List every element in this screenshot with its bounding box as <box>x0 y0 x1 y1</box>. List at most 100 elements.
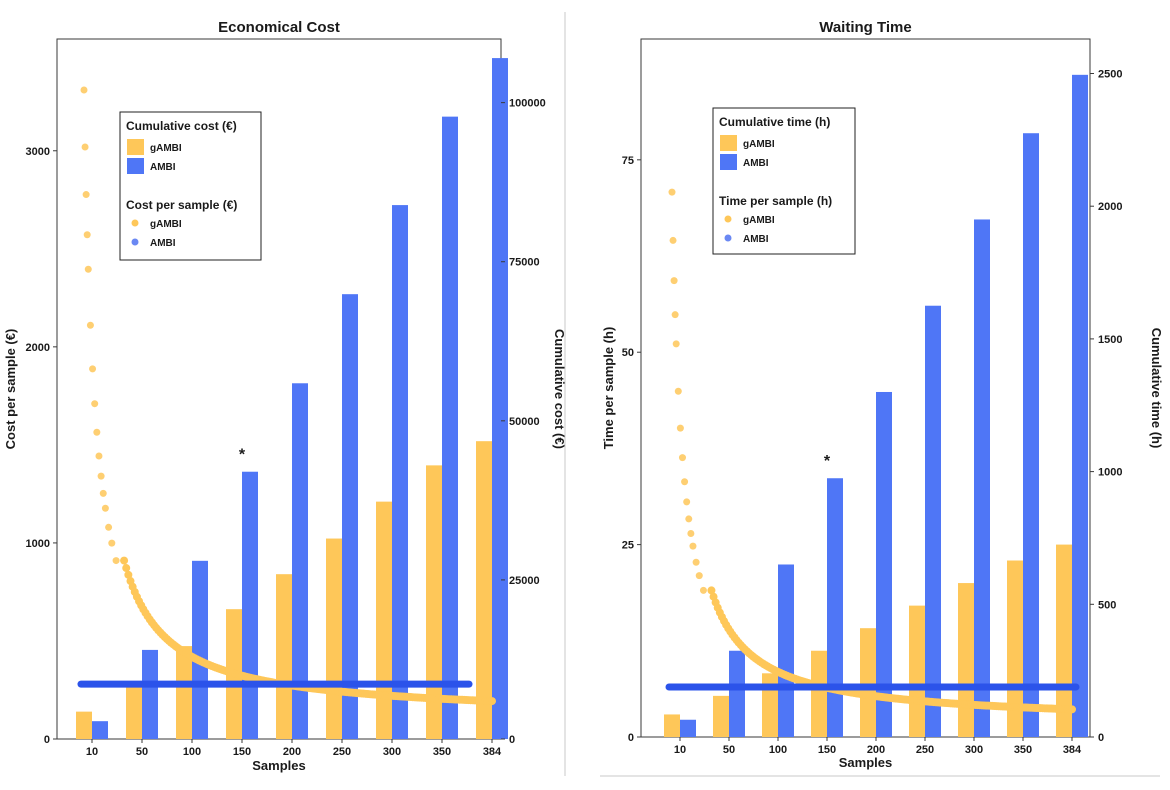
point-gambi-13 <box>83 231 91 239</box>
legend-dot-gambi <box>131 219 139 227</box>
right-tick-label: 2500 <box>1098 69 1122 81</box>
bar-gambi-100 <box>176 646 192 739</box>
right-axis: 0 500 1000 1500 2000 2500 <box>1090 69 1122 744</box>
left-axis: 0 1000 2000 3000 <box>26 146 57 746</box>
right-tick-label: 0 <box>1098 732 1104 744</box>
bar-ambi-10 <box>680 719 696 737</box>
legend-label: AMBI <box>743 158 769 169</box>
y-axis-label-right: Cumulative cost (€) <box>552 329 567 449</box>
legend-dot-gambi <box>724 215 732 223</box>
legend-label: gAMBI <box>150 143 182 154</box>
bar-ambi-384 <box>492 58 508 740</box>
bar-gambi-50 <box>713 695 729 737</box>
legend-swatch-ambi <box>720 154 737 170</box>
right-axis: 0 25000 50000 75000 100000 <box>501 98 546 746</box>
point-gambi-36 <box>108 539 116 547</box>
x-tick-label: 250 <box>333 746 351 758</box>
point-gambi-11 <box>669 236 677 244</box>
x-axis-label: Samples <box>252 758 305 773</box>
bar-group <box>76 58 508 740</box>
point-gambi-22 <box>93 428 101 436</box>
point-gambi-14 <box>672 340 680 348</box>
bar-gambi-350 <box>426 465 442 739</box>
legend-label: AMBI <box>150 238 176 249</box>
point-gambi-384 <box>1068 705 1076 714</box>
per-sample-points-gambi <box>668 188 1076 714</box>
x-axis: 10 50 100 150 200 250 300 350 384 <box>674 737 1082 756</box>
bar-gambi-200 <box>860 628 876 737</box>
point-gambi-24 <box>683 498 691 506</box>
point-gambi-40 <box>707 586 716 595</box>
left-tick-label: 50 <box>622 347 634 359</box>
point-gambi-12 <box>82 191 90 199</box>
legend-label: AMBI <box>150 162 176 173</box>
bar-ambi-50 <box>729 650 745 737</box>
point-gambi-26 <box>97 472 105 480</box>
x-tick-label: 200 <box>867 744 885 756</box>
bar-ambi-100 <box>192 560 208 739</box>
point-gambi-13 <box>671 311 679 319</box>
point-gambi-18 <box>676 424 684 432</box>
right-tick-label: 1500 <box>1098 334 1122 346</box>
point-gambi-30 <box>689 542 697 550</box>
left-tick-label: 1000 <box>26 538 50 550</box>
legend-label: gAMBI <box>743 215 775 226</box>
bar-gambi-250 <box>326 538 342 739</box>
point-gambi-28 <box>687 530 695 538</box>
bar-ambi-350 <box>1023 133 1039 737</box>
x-tick-label: 350 <box>433 746 451 758</box>
x-axis-label: Samples <box>839 755 892 770</box>
legend: Cumulative cost (€) gAMBI AMBI Cost per sam… <box>119 111 262 261</box>
point-gambi-28 <box>99 489 107 497</box>
point-gambi-24 <box>95 452 103 460</box>
point-gambi-20 <box>91 400 99 408</box>
x-tick-label: 50 <box>136 746 148 758</box>
x-tick-label: 100 <box>183 746 201 758</box>
chart-title: Economical Cost <box>218 19 340 36</box>
point-gambi-16 <box>674 387 682 395</box>
legend-bar-title: Cumulative cost (€) <box>126 119 237 133</box>
x-tick-label: 384 <box>483 746 502 758</box>
x-tick-label: 350 <box>1014 744 1032 756</box>
legend-point-title: Time per sample (h) <box>719 194 832 208</box>
right-tick-label: 2000 <box>1098 201 1122 213</box>
x-tick-label: 10 <box>86 746 98 758</box>
point-gambi-44 <box>124 570 133 579</box>
bar-ambi-150 <box>827 478 843 737</box>
bar-ambi-200 <box>876 391 892 737</box>
bar-gambi-250 <box>909 605 925 737</box>
legend-dot-ambi <box>131 238 139 246</box>
point-gambi-18 <box>89 365 97 373</box>
x-tick-label: 300 <box>965 744 983 756</box>
bar-gambi-10 <box>76 711 92 739</box>
left-tick-label: 75 <box>622 155 634 167</box>
bar-gambi-100 <box>762 673 778 737</box>
point-gambi-36 <box>695 572 703 580</box>
left-tick-label: 2000 <box>26 342 50 354</box>
legend-label: gAMBI <box>743 139 775 150</box>
legend-label: gAMBI <box>150 219 182 230</box>
x-tick-label: 10 <box>674 744 686 756</box>
legend-swatch-ambi <box>127 158 144 174</box>
point-gambi-22 <box>681 478 689 486</box>
y-axis-label-left: Cost per sample (€) <box>3 329 18 450</box>
bar-gambi-300 <box>376 501 392 739</box>
point-gambi-10 <box>80 86 88 94</box>
point-gambi-42 <box>122 564 131 573</box>
point-gambi-12 <box>670 277 678 285</box>
legend-bar-title: Cumulative time (h) <box>719 115 830 129</box>
chart-panel-2: 0 25 50 75 0 500 1000 1500 2000 2500 10 50 100 150 200… <box>601 19 1164 770</box>
right-tick-label: 0 <box>509 734 515 746</box>
x-tick-label: 150 <box>818 744 836 756</box>
bar-ambi-250 <box>925 305 941 737</box>
chart-title: Waiting Time <box>819 19 912 36</box>
bar-ambi-200 <box>292 383 308 739</box>
significance-star: * <box>239 447 246 464</box>
bar-gambi-10 <box>664 714 680 737</box>
bar-ambi-384 <box>1072 74 1088 737</box>
right-tick-label: 100000 <box>509 98 546 110</box>
bar-ambi-350 <box>442 116 458 740</box>
x-tick-label: 300 <box>383 746 401 758</box>
point-gambi-10 <box>668 188 676 196</box>
